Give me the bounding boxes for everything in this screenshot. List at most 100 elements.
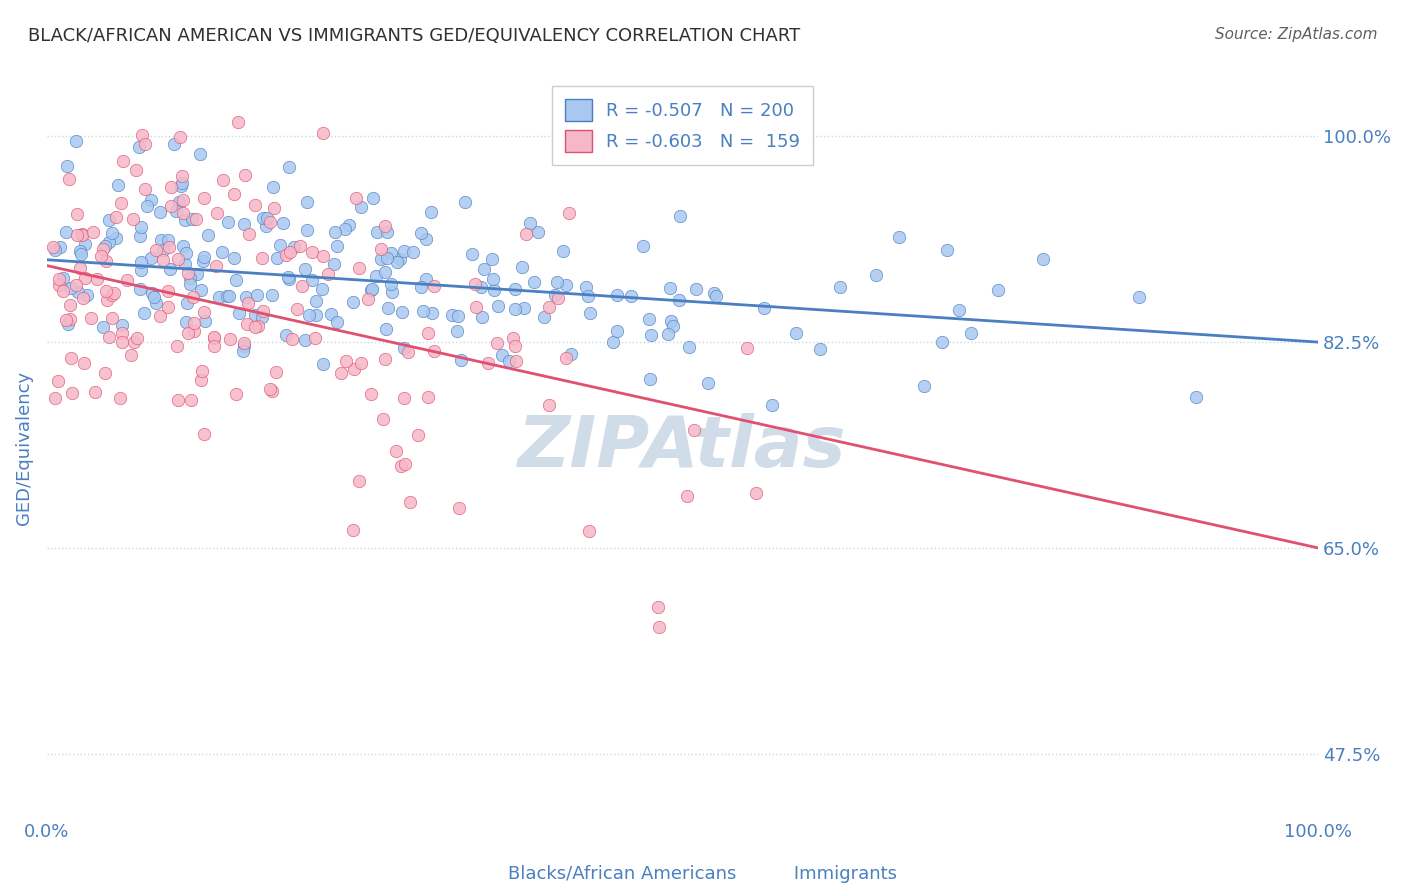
Immigrants [79,311,101,326]
Blacks/African Americans [159,262,181,277]
Blacks/African Americans [129,282,152,296]
Blacks/African Americans [631,239,654,253]
Immigrants [66,207,89,221]
Blacks/African Americans [55,225,77,239]
Blacks/African Americans [606,288,628,302]
Immigrants [202,331,225,345]
Immigrants [578,524,600,538]
Blacks/African Americans [471,310,494,324]
Immigrants [343,361,366,376]
Blacks/African Americans [252,211,274,225]
Immigrants [72,356,94,370]
Immigrants [167,392,190,407]
Immigrants [205,206,228,220]
Immigrants [477,356,499,370]
Immigrants [347,474,370,488]
Blacks/African Americans [208,289,231,303]
Blacks/African Americans [319,307,342,321]
Blacks/African Americans [752,301,775,315]
Blacks/African Americans [56,160,79,174]
Immigrants [58,172,80,186]
Immigrants [96,293,118,307]
Blacks/African Americans [450,352,472,367]
Blacks/African Americans [298,308,321,322]
Blacks/African Americans [266,252,288,266]
Blacks/African Americans [350,200,373,214]
Immigrants [122,334,145,349]
Blacks/African Americans [142,290,165,304]
Immigrants [264,365,287,379]
Immigrants [485,336,508,351]
Blacks/African Americans [215,289,238,303]
Blacks/African Americans [141,285,163,300]
Blacks/African Americans [283,240,305,254]
Immigrants [505,354,527,368]
Immigrants [167,252,190,266]
Immigrants [648,620,671,634]
Immigrants [59,312,82,326]
Immigrants [281,332,304,346]
Immigrants [86,271,108,285]
Immigrants [202,339,225,353]
Immigrants [344,191,367,205]
Blacks/African Americans [658,281,681,295]
Blacks/African Americans [454,195,477,210]
Immigrants [260,384,283,399]
Legend: R = -0.507   N = 200, R = -0.603   N =  159: R = -0.507 N = 200, R = -0.603 N = 159 [553,87,813,165]
Immigrants [224,186,246,201]
Immigrants [547,291,569,305]
Immigrants [44,391,66,405]
Immigrants [69,261,91,276]
Immigrants [238,227,260,242]
Immigrants [125,163,148,178]
Immigrants [101,288,124,302]
Immigrants [177,326,200,341]
Blacks/African Americans [170,176,193,190]
Immigrants [59,298,82,312]
Immigrants [111,326,134,340]
Blacks/African Americans [128,140,150,154]
Immigrants [134,182,156,196]
Blacks/African Americans [294,262,316,277]
Immigrants [157,300,180,314]
Immigrants [394,457,416,471]
Blacks/African Americans [785,326,807,341]
Immigrants [647,599,669,614]
Immigrants [392,391,415,405]
Y-axis label: GED/Equivalency: GED/Equivalency [15,371,32,525]
Blacks/African Americans [669,210,692,224]
Blacks/African Americans [1128,290,1150,304]
Blacks/African Americans [482,284,505,298]
Blacks/African Americans [312,357,335,371]
Blacks/African Americans [91,320,114,334]
Blacks/African Americans [271,216,294,230]
Blacks/African Americans [44,243,66,257]
Blacks/African Americans [217,215,239,229]
Immigrants [274,248,297,262]
Immigrants [449,501,471,516]
Immigrants [396,344,419,359]
Immigrants [72,291,94,305]
Blacks/African Americans [52,271,75,285]
Immigrants [259,382,281,396]
Blacks/African Americans [163,137,186,152]
Blacks/African Americans [503,282,526,296]
Blacks/African Americans [447,309,470,323]
Blacks/African Americans [678,340,700,354]
Immigrants [204,259,226,273]
Blacks/African Americans [224,252,246,266]
Blacks/African Americans [935,243,957,257]
Blacks/African Americans [250,310,273,324]
Blacks/African Americans [470,279,492,293]
Immigrants [373,352,395,367]
Blacks/African Americans [260,288,283,302]
Immigrants [101,311,124,326]
Blacks/African Americans [174,246,197,260]
Immigrants [202,330,225,344]
Blacks/African Americans [360,282,382,296]
Immigrants [120,348,142,362]
Blacks/African Americans [546,276,568,290]
Immigrants [537,300,560,314]
Immigrants [90,249,112,263]
Blacks/African Americans [98,212,121,227]
